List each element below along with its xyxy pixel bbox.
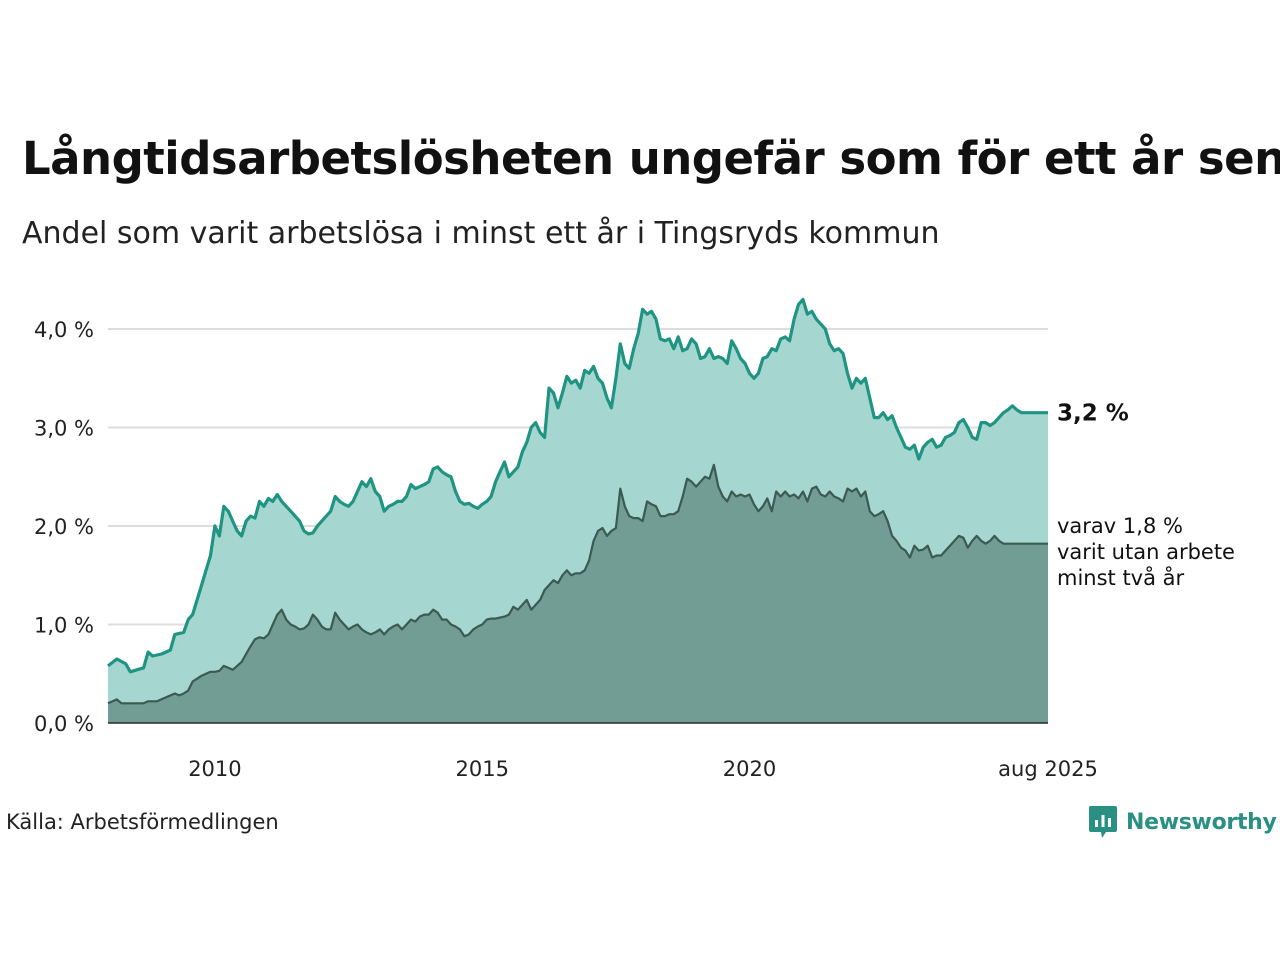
- chart-subtitle: Andel som varit arbetslösa i minst ett å…: [22, 216, 940, 251]
- y-tick-label: 4,0 %: [34, 318, 94, 342]
- brand-name: Newsworthy: [1126, 809, 1277, 835]
- source-note: Källa: Arbetsförmedlingen: [6, 810, 279, 834]
- series-end-label-longterm: minst två år: [1057, 565, 1185, 590]
- newsworthy-logo: Newsworthy: [1088, 804, 1277, 840]
- lower-series-line: [107, 463, 1048, 705]
- axis-labels: 0,0 % 1,0 % 2,0 % 3,0 % 4,0 % 2010 2015 2020 aug…: [34, 318, 1098, 781]
- lower-series-area: [108, 464, 1048, 723]
- x-tick-label: 2010: [188, 757, 241, 781]
- x-tick-label: aug 2025: [998, 757, 1098, 781]
- y-tick-label: 2,0 %: [34, 515, 94, 539]
- chart-areas: [107, 297, 1048, 723]
- newsworthy-logo-icon: [1089, 806, 1117, 838]
- series-end-label-longterm: varit utan arbete: [1057, 540, 1235, 564]
- chart-title: Långtidsarbetslösheten ungefär som för e…: [22, 132, 1280, 185]
- upper-series-line: [107, 297, 1048, 674]
- y-tick-label: 1,0 %: [34, 614, 94, 638]
- series-end-label-total: 3,2 %: [1057, 401, 1129, 427]
- x-tick-label: 2020: [723, 757, 776, 781]
- y-tick-label: 3,0 %: [34, 417, 94, 441]
- x-tick-label: 2015: [455, 757, 508, 781]
- series-end-label-longterm: varav 1,8 %: [1057, 514, 1183, 538]
- y-tick-label: 0,0 %: [34, 712, 94, 736]
